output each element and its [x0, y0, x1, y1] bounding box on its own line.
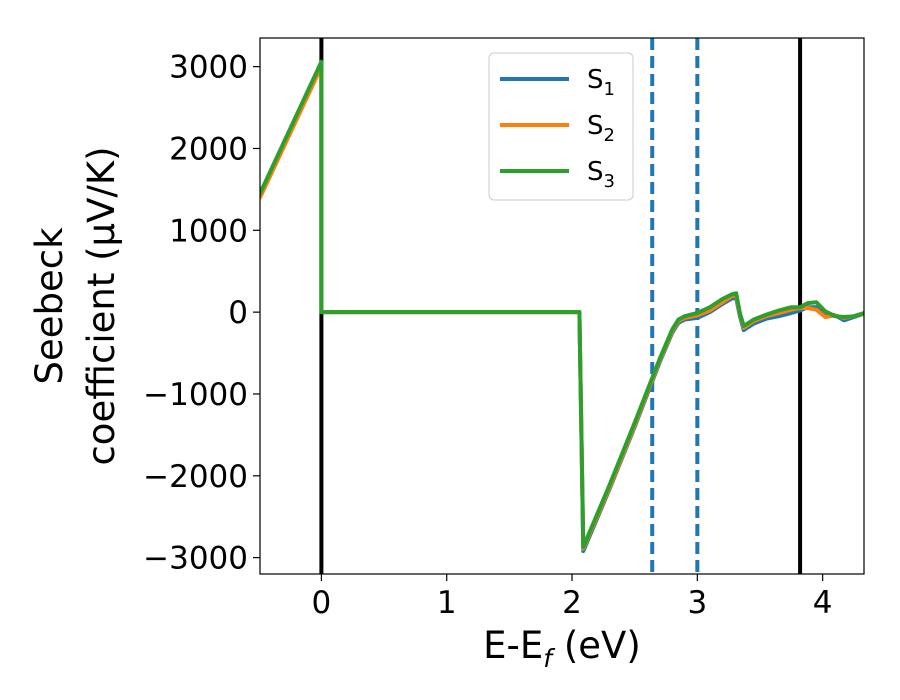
x-axis-ticks: 0 1 2 3 4	[312, 574, 833, 621]
y-axis-label-line2: coefficient (μV/K)	[80, 146, 123, 465]
x-tick-label-4: 4	[813, 585, 833, 621]
x-tick-label-2: 2	[562, 585, 582, 621]
x-tick-label-1: 1	[437, 585, 457, 621]
y-tick-label-5: −2000	[143, 459, 248, 495]
y-axis-label-line1: Seebeck	[28, 227, 71, 385]
y-tick-label-4: −1000	[143, 377, 248, 413]
plot-frame	[259, 37, 865, 575]
y-tick-label-0: 3000	[169, 50, 248, 86]
y-tick-label-6: −3000	[143, 541, 248, 577]
legend-label-3: S3	[587, 157, 615, 192]
y-axis-label: Seebeck coefficient (μV/K)	[28, 146, 123, 465]
y-tick-label-3: 0	[228, 295, 248, 331]
y-tick-label-2: 1000	[169, 213, 248, 249]
x-axis-label: E-Ef (eV)	[483, 624, 641, 673]
legend-label-1: S1	[587, 65, 615, 100]
legend-label-2: S2	[587, 111, 615, 146]
legend: S1 S2 S3	[488, 52, 634, 201]
x-tick-label-3: 3	[687, 585, 707, 621]
y-axis-ticks: 3000 2000 1000 0 −1000 −2000 −3000	[143, 50, 260, 577]
series-line-3	[260, 59, 864, 549]
y-tick-label-1: 2000	[169, 131, 248, 167]
series-layer	[260, 59, 864, 554]
series-line-1	[260, 63, 864, 554]
x-tick-label-0: 0	[312, 585, 332, 621]
